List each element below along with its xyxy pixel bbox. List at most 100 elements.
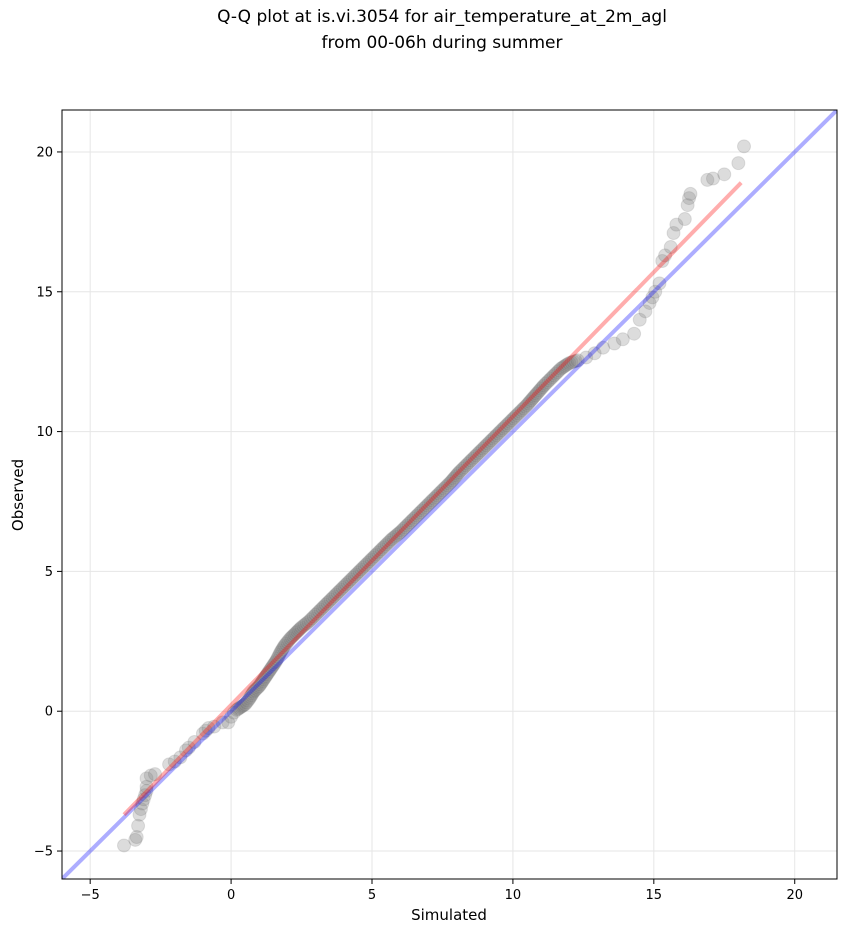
data-point xyxy=(386,530,401,545)
data-point xyxy=(648,284,663,299)
data-point xyxy=(246,684,261,699)
data-point xyxy=(566,354,581,369)
data-point xyxy=(260,667,275,682)
data-point xyxy=(215,715,230,730)
data-point xyxy=(677,212,692,227)
data-point xyxy=(381,535,396,550)
data-point xyxy=(501,416,516,431)
data-point xyxy=(494,423,509,438)
data-point xyxy=(376,540,391,555)
data-point xyxy=(552,363,567,378)
data-point xyxy=(207,719,222,734)
data-point xyxy=(467,450,482,465)
data-point xyxy=(642,295,657,310)
data-point xyxy=(492,424,507,439)
data-point xyxy=(627,326,642,341)
data-point xyxy=(305,611,320,626)
data-point xyxy=(401,516,416,531)
data-point xyxy=(268,655,283,670)
data-point xyxy=(520,398,534,413)
x-tick-label: 20 xyxy=(786,888,803,903)
data-point xyxy=(450,466,465,481)
data-point xyxy=(253,677,268,692)
data-point xyxy=(406,511,421,526)
data-point xyxy=(201,721,216,735)
data-point xyxy=(195,726,210,741)
data-point xyxy=(286,628,301,643)
y-tick-label: −5 xyxy=(34,845,53,860)
data-point xyxy=(543,371,558,386)
data-point xyxy=(420,498,435,513)
data-point xyxy=(587,346,602,361)
data-point xyxy=(362,554,377,569)
data-point xyxy=(293,621,308,636)
data-point xyxy=(167,754,182,769)
data-point xyxy=(534,381,549,396)
data-point xyxy=(706,171,720,186)
data-point xyxy=(284,630,299,645)
data-point xyxy=(457,460,472,475)
plot-frame xyxy=(61,109,838,880)
data-point xyxy=(275,642,290,656)
data-point xyxy=(403,515,418,530)
y-tick-label: 10 xyxy=(36,425,53,440)
data-point xyxy=(518,399,533,414)
data-point xyxy=(264,660,279,675)
data-point xyxy=(655,254,670,268)
x-tick-label: 10 xyxy=(505,888,522,903)
data-point xyxy=(239,695,254,710)
chart-title-line-1: Q-Q plot at is.vi.3054 for air_temperatu… xyxy=(217,7,667,27)
data-point xyxy=(548,366,563,381)
data-point xyxy=(477,439,492,454)
data-point xyxy=(250,680,265,695)
data-point xyxy=(558,358,573,373)
data-point xyxy=(427,491,441,506)
data-point xyxy=(446,471,461,486)
y-tick-label: 15 xyxy=(36,285,53,300)
data-point xyxy=(557,359,572,374)
data-point xyxy=(411,506,426,521)
data-point xyxy=(265,658,280,673)
data-point xyxy=(350,565,365,580)
data-point xyxy=(303,612,318,627)
data-point xyxy=(555,360,570,375)
data-point xyxy=(277,638,292,653)
data-point xyxy=(128,832,143,847)
data-point xyxy=(516,401,531,416)
data-point xyxy=(262,663,277,678)
fit-line xyxy=(122,181,743,817)
data-point xyxy=(162,757,177,772)
data-point xyxy=(334,582,348,597)
data-point xyxy=(270,651,285,666)
data-point xyxy=(354,562,369,577)
data-point xyxy=(357,559,372,574)
data-point xyxy=(438,479,453,494)
data-point xyxy=(243,689,258,704)
data-point xyxy=(474,443,489,458)
data-point xyxy=(384,532,399,547)
data-point xyxy=(132,807,147,822)
data-point xyxy=(259,668,274,683)
data-point xyxy=(425,493,440,508)
data-point xyxy=(423,495,438,510)
data-point xyxy=(148,767,162,782)
data-point xyxy=(399,518,414,533)
data-point xyxy=(524,393,539,408)
data-point xyxy=(511,406,526,421)
data-point xyxy=(312,604,327,619)
data-point xyxy=(506,411,521,426)
data-point xyxy=(136,792,151,807)
data-points xyxy=(117,139,751,853)
data-point xyxy=(287,627,302,642)
x-tick-label: 15 xyxy=(646,888,663,903)
data-point xyxy=(394,523,409,538)
data-point xyxy=(344,572,359,587)
data-point xyxy=(330,585,345,600)
data-point xyxy=(527,389,542,404)
data-point xyxy=(615,332,630,347)
data-point xyxy=(298,617,313,632)
data-point xyxy=(266,657,281,672)
data-point xyxy=(280,635,295,650)
data-point xyxy=(367,549,382,564)
data-point xyxy=(435,483,450,498)
